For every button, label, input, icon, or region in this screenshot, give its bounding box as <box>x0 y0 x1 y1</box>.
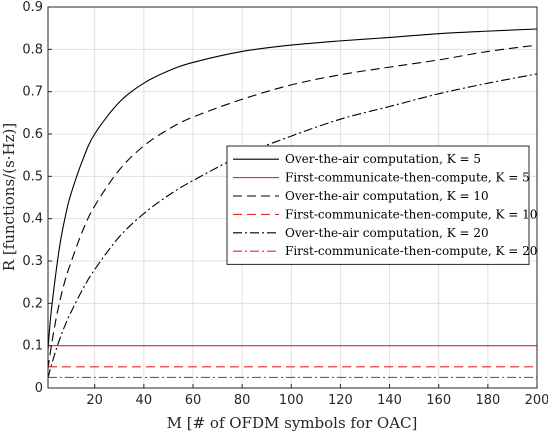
y-tick-label: 0.7 <box>22 85 43 100</box>
x-tick-label: 200 <box>525 393 548 408</box>
y-tick-label: 0.2 <box>22 296 43 311</box>
legend-box <box>226 145 530 265</box>
ticks: 20 40 60 80 100 120 140 160 180 200 0 0.1 0.2 0.3 0.4 0… <box>22 0 548 408</box>
x-axis-label: M [# of OFDM symbols for OAC] <box>167 414 418 432</box>
y-tick-label: 0.4 <box>22 212 43 227</box>
y-axis-label: R [functions/(s·Hz)] <box>0 123 18 271</box>
legend-label: Over-the-air computation, K = 5 <box>285 152 481 166</box>
y-tick-label: 0.6 <box>22 127 43 142</box>
legend-label: Over-the-air computation, K = 20 <box>285 226 489 240</box>
y-tick-label: 0.8 <box>22 42 43 57</box>
x-tick-label: 100 <box>279 393 304 408</box>
x-tick-label: 160 <box>426 393 451 408</box>
legend-label: First-communicate-then-compute, K = 5 <box>285 171 530 185</box>
series-layer <box>47 28 538 378</box>
x-tick-label: 120 <box>328 393 353 408</box>
x-tick-label: 20 <box>86 393 103 408</box>
x-tick-label: 60 <box>185 393 202 408</box>
y-tick-label: 0.5 <box>22 169 43 184</box>
plot-frame <box>47 6 538 389</box>
legend: Over-the-air computation, K = 5 First-com… <box>226 145 537 265</box>
y-tick-label: 0.3 <box>22 254 43 269</box>
y-tick-label: 0.9 <box>22 0 43 15</box>
legend-label: Over-the-air computation, K = 10 <box>285 189 489 203</box>
x-tick-label: 180 <box>475 393 500 408</box>
legend-label: First-communicate-then-compute, K = 20 <box>285 244 537 258</box>
series-line-5 <box>47 73 538 378</box>
y-tick-label: 0 <box>35 381 43 396</box>
x-tick-label: 40 <box>136 393 153 408</box>
x-tick-label: 140 <box>377 393 402 408</box>
series-line-3 <box>47 44 538 370</box>
legend-label: First-communicate-then-compute, K = 10 <box>285 207 537 221</box>
series-line-1 <box>47 28 538 351</box>
y-tick-label: 0.1 <box>22 339 43 354</box>
x-tick-label: 80 <box>234 393 251 408</box>
